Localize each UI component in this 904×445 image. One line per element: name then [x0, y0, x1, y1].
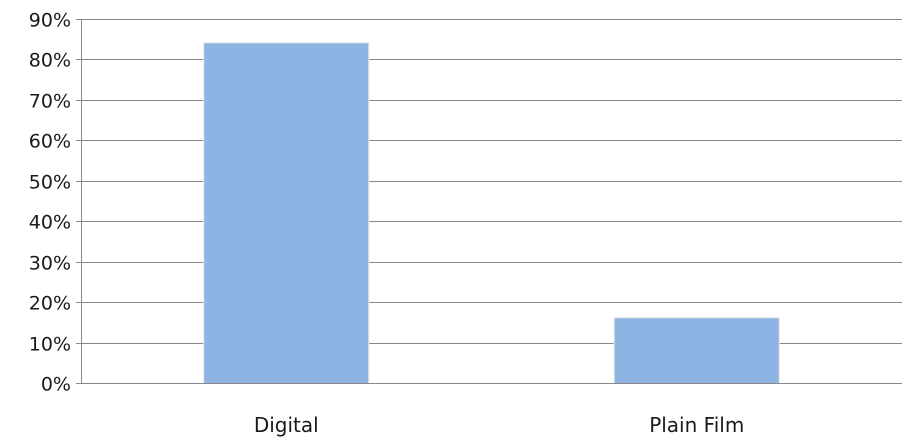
bar-plain-film	[614, 318, 779, 383]
bar-digital	[204, 43, 369, 384]
y-tick-label: 0%	[41, 374, 71, 396]
y-tick-label: 80%	[29, 50, 71, 72]
x-tick-label: Plain Film	[649, 413, 744, 437]
y-tick-label: 50%	[29, 172, 71, 194]
y-tick-label: 40%	[29, 212, 71, 234]
x-axis-tick-labels: Digital Plain Film	[254, 413, 744, 437]
y-tick-label: 70%	[29, 91, 71, 113]
y-axis-tick-labels: 0% 10% 20% 30% 40% 50% 60% 70% 80% 90%	[29, 10, 71, 396]
y-tick-label: 30%	[29, 253, 71, 275]
x-tick-label: Digital	[254, 413, 319, 437]
y-tick-label: 10%	[29, 334, 71, 356]
axes	[76, 19, 902, 384]
bars	[203, 42, 780, 384]
y-tick-label: 90%	[29, 10, 71, 32]
y-tick-label: 60%	[29, 131, 71, 153]
y-tick-label: 20%	[29, 293, 71, 315]
